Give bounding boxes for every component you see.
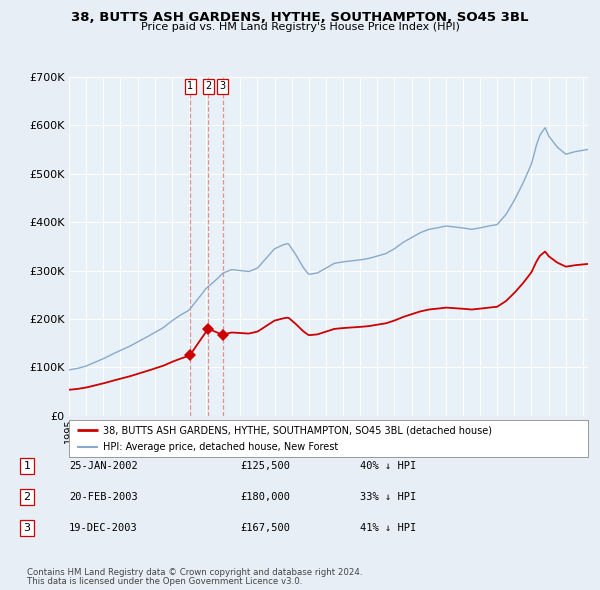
- Text: This data is licensed under the Open Government Licence v3.0.: This data is licensed under the Open Gov…: [27, 577, 302, 586]
- Text: £125,500: £125,500: [240, 461, 290, 471]
- Text: 3: 3: [220, 81, 226, 91]
- Text: 41% ↓ HPI: 41% ↓ HPI: [360, 523, 416, 533]
- Text: 20-FEB-2003: 20-FEB-2003: [69, 492, 138, 502]
- Text: 2: 2: [23, 492, 31, 502]
- Text: £180,000: £180,000: [240, 492, 290, 502]
- Text: 25-JAN-2002: 25-JAN-2002: [69, 461, 138, 471]
- Text: 33% ↓ HPI: 33% ↓ HPI: [360, 492, 416, 502]
- Text: 40% ↓ HPI: 40% ↓ HPI: [360, 461, 416, 471]
- Text: 38, BUTTS ASH GARDENS, HYTHE, SOUTHAMPTON, SO45 3BL: 38, BUTTS ASH GARDENS, HYTHE, SOUTHAMPTO…: [71, 11, 529, 24]
- Text: 1: 1: [23, 461, 31, 471]
- Text: 19-DEC-2003: 19-DEC-2003: [69, 523, 138, 533]
- Text: £167,500: £167,500: [240, 523, 290, 533]
- Text: Price paid vs. HM Land Registry's House Price Index (HPI): Price paid vs. HM Land Registry's House …: [140, 22, 460, 32]
- Text: 2: 2: [205, 81, 212, 91]
- Text: 1: 1: [187, 81, 193, 91]
- Text: Contains HM Land Registry data © Crown copyright and database right 2024.: Contains HM Land Registry data © Crown c…: [27, 568, 362, 576]
- Text: 3: 3: [23, 523, 31, 533]
- Text: HPI: Average price, detached house, New Forest: HPI: Average price, detached house, New …: [103, 442, 338, 452]
- Text: 38, BUTTS ASH GARDENS, HYTHE, SOUTHAMPTON, SO45 3BL (detached house): 38, BUTTS ASH GARDENS, HYTHE, SOUTHAMPTO…: [103, 425, 492, 435]
